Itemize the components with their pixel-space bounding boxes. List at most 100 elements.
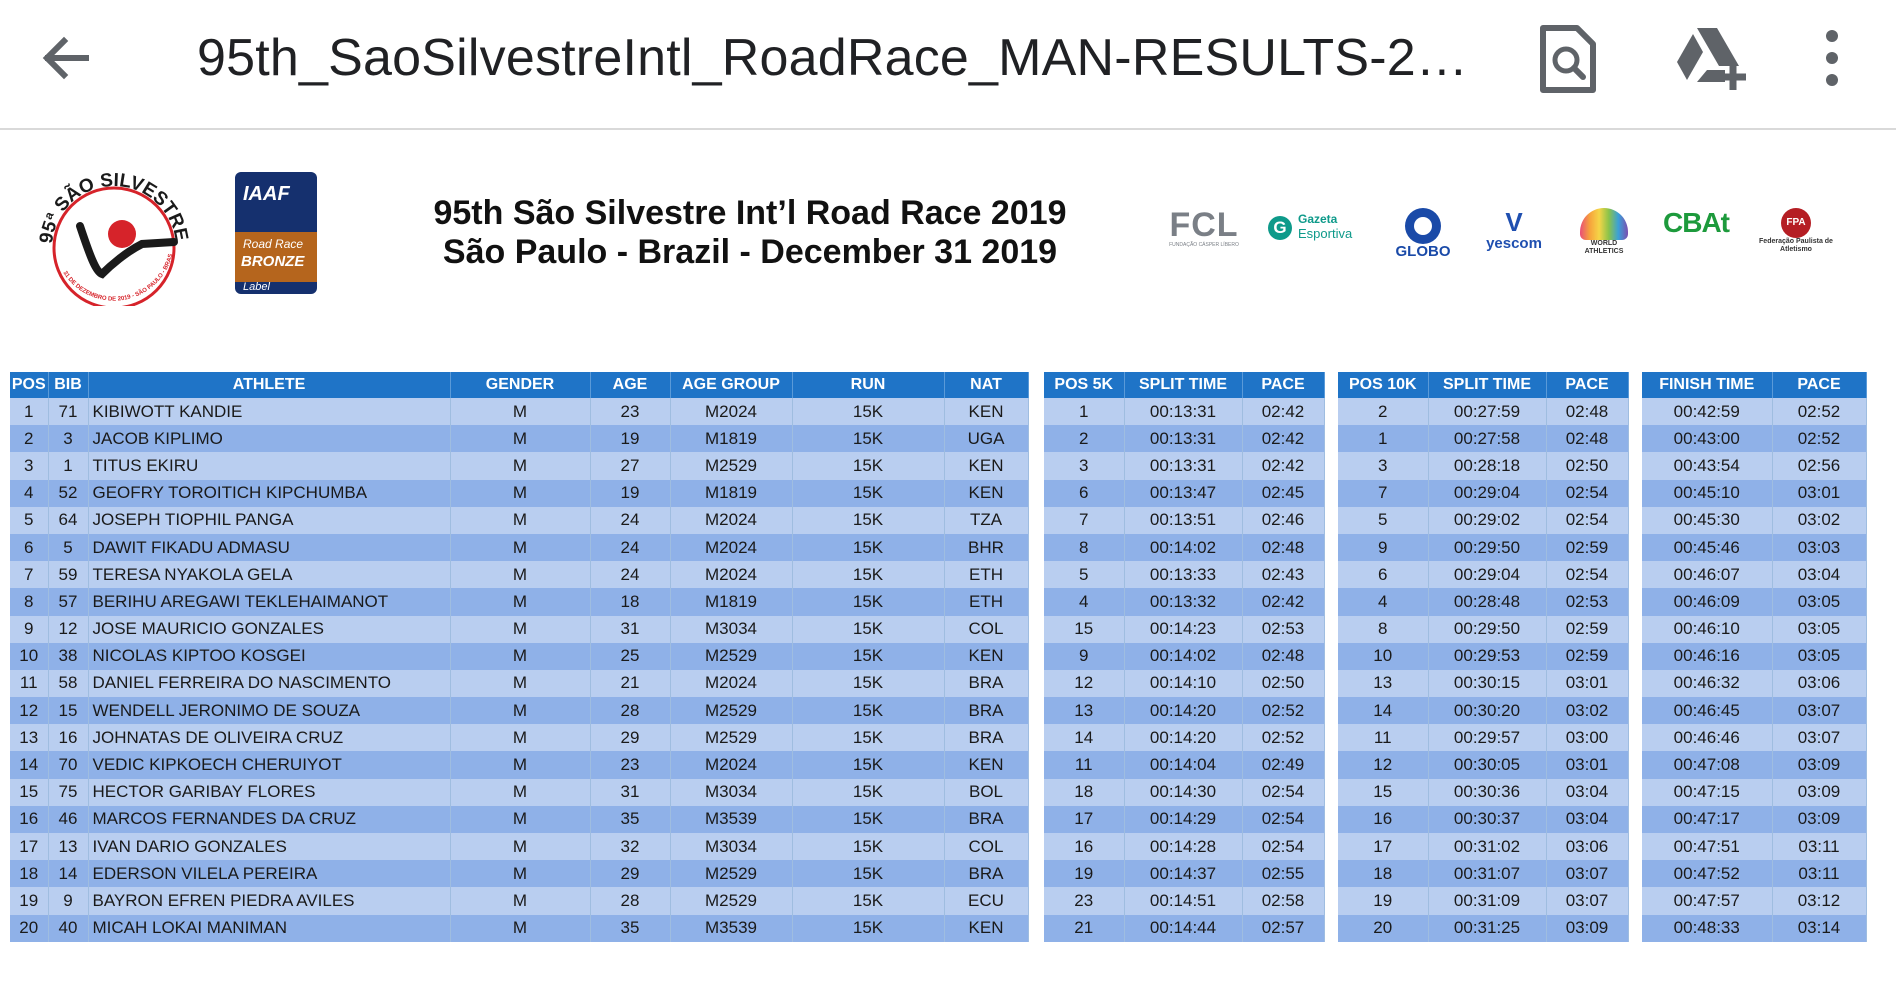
- results-table-main: POS BIB ATHLETE GENDER AGE AGE GROUP RUN…: [10, 372, 1029, 942]
- cell-split-time-10k: 00:29:04: [1428, 479, 1547, 507]
- cell-split-time-10k: 00:29:04: [1428, 561, 1547, 589]
- cell-finish-pace: 02:56: [1772, 452, 1867, 480]
- cell-pos-5k: 14: [1044, 724, 1125, 752]
- table-row: 00:43:00 02:52: [1642, 425, 1867, 453]
- cell-bib: 64: [48, 506, 89, 534]
- cell-age: 18: [590, 588, 671, 616]
- table-row: 9 00:29:50 02:59: [1338, 533, 1629, 562]
- table-row: 00:46:32 03:06: [1642, 669, 1867, 698]
- cell-finish-pace: 03:07: [1772, 697, 1867, 725]
- cell-run: 15K: [792, 479, 945, 507]
- cell-finish-pace: 02:52: [1772, 425, 1867, 453]
- cell-age-group: M3034: [670, 615, 793, 643]
- table-row: 00:46:10 03:05: [1642, 615, 1867, 643]
- cell-pace-10k: 02:54: [1546, 561, 1629, 589]
- cell-age-group: M2024: [670, 533, 793, 562]
- cell-pos-5k: 5: [1044, 561, 1125, 589]
- cell-nat: KEN: [944, 398, 1029, 426]
- cell-finish-time: 00:46:16: [1642, 642, 1773, 670]
- app-bar: 95th_SaoSilvestreIntl_RoadRace_MAN-RESUL…: [0, 0, 1896, 130]
- cell-pos: 2: [10, 425, 49, 453]
- cell-pos-10k: 6: [1338, 561, 1429, 589]
- cell-split-time-5k: 00:13:33: [1124, 561, 1243, 589]
- cell-finish-time: 00:46:07: [1642, 561, 1773, 589]
- table-row: 4 52 GEOFRY TOROITICH KIPCHUMBA M 19 M1819 15K…: [10, 479, 1029, 507]
- cell-finish-time: 00:47:17: [1642, 805, 1773, 833]
- table-row: 13 00:30:15 03:01: [1338, 669, 1629, 698]
- cell-run: 15K: [792, 533, 945, 562]
- cell-nat: UGA: [944, 425, 1029, 453]
- cell-age-group: M2529: [670, 697, 793, 725]
- cell-pos-5k: 2: [1044, 425, 1125, 453]
- cell-finish-pace: 03:05: [1772, 615, 1867, 643]
- cell-pos-10k: 3: [1338, 452, 1429, 480]
- cell-pace-5k: 02:42: [1242, 452, 1325, 480]
- cell-gender: M: [450, 887, 591, 915]
- cell-age-group: M2529: [670, 860, 793, 888]
- cell-age: 28: [590, 697, 671, 725]
- cell-age: 21: [590, 669, 671, 698]
- add-to-drive-button[interactable]: [1673, 24, 1753, 92]
- race-title-line1: 95th São Silvestre Int’l Road Race 2019: [433, 194, 1067, 232]
- cell-run: 15K: [792, 914, 945, 942]
- cell-split-time-5k: 00:14:10: [1124, 669, 1243, 698]
- cell-run: 15K: [792, 398, 945, 426]
- cell-finish-pace: 03:06: [1772, 669, 1867, 698]
- cell-age: 31: [590, 778, 671, 806]
- cell-pos: 19: [10, 887, 49, 915]
- table-row: 7 00:13:51 02:46: [1044, 506, 1325, 534]
- cell-finish-time: 00:45:30: [1642, 506, 1773, 534]
- cell-split-time-10k: 00:31:25: [1428, 914, 1547, 942]
- cell-split-time-5k: 00:14:44: [1124, 914, 1243, 942]
- cell-nat: COL: [944, 615, 1029, 643]
- cell-gender: M: [450, 479, 591, 507]
- table-row: 00:46:16 03:05: [1642, 642, 1867, 670]
- find-in-document-button[interactable]: [1535, 22, 1601, 96]
- table-row: 16 46 MARCOS FERNANDES DA CRUZ M 35 M3539 15K B…: [10, 805, 1029, 833]
- cell-pos-10k: 11: [1338, 724, 1429, 752]
- table-row: 17 13 IVAN DARIO GONZALES M 32 M3034 15K COL: [10, 833, 1029, 861]
- table-row: 00:45:46 03:03: [1642, 533, 1867, 562]
- cell-bib: 70: [48, 751, 89, 779]
- cell-pos: 13: [10, 724, 49, 752]
- back-button[interactable]: [34, 26, 98, 90]
- cell-pace-5k: 02:53: [1242, 615, 1325, 643]
- table-row: 00:46:46 03:07: [1642, 724, 1867, 752]
- cell-pos: 12: [10, 697, 49, 725]
- table-row: 00:46:09 03:05: [1642, 588, 1867, 616]
- table-row: 6 5 DAWIT FIKADU ADMASU M 24 M2024 15K BHR: [10, 533, 1029, 562]
- cell-pace-10k: 03:00: [1546, 724, 1629, 752]
- cell-split-time-10k: 00:27:59: [1428, 398, 1547, 426]
- cell-split-time-10k: 00:29:50: [1428, 533, 1547, 562]
- cell-pos-10k: 9: [1338, 533, 1429, 562]
- table-row: 15 00:14:23 02:53: [1044, 615, 1325, 643]
- cell-split-time-5k: 00:14:28: [1124, 833, 1243, 861]
- cell-pace-5k: 02:46: [1242, 506, 1325, 534]
- svg-text:BRONZE: BRONZE: [241, 253, 305, 270]
- cell-pos-10k: 5: [1338, 506, 1429, 534]
- cell-run: 15K: [792, 561, 945, 589]
- cell-pos: 11: [10, 669, 49, 698]
- cell-pace-5k: 02:43: [1242, 561, 1325, 589]
- more-options-button[interactable]: [1814, 26, 1850, 90]
- cell-nat: KEN: [944, 452, 1029, 480]
- col-pos-10k: POS 10K: [1338, 372, 1429, 398]
- cell-pace-5k: 02:48: [1242, 533, 1325, 562]
- table-row: 3 1 TITUS EKIRU M 27 M2529 15K KEN: [10, 452, 1029, 480]
- table-row: 20 40 MICAH LOKAI MANIMAN M 35 M3539 15K KEN: [10, 914, 1029, 942]
- cell-pace-10k: 03:02: [1546, 697, 1629, 725]
- cell-athlete: TITUS EKIRU: [88, 452, 451, 480]
- iaaf-bronze-label-logo: IAAF Road Race BRONZE Label: [233, 170, 325, 298]
- cell-finish-pace: 03:01: [1772, 479, 1867, 507]
- cell-pace-10k: 03:01: [1546, 669, 1629, 698]
- table-row: 13 16 JOHNATAS DE OLIVEIRA CRUZ M 29 M2529 15K…: [10, 724, 1029, 752]
- cell-run: 15K: [792, 697, 945, 725]
- cell-age-group: M3034: [670, 778, 793, 806]
- cell-pos-5k: 11: [1044, 751, 1125, 779]
- cell-athlete: IVAN DARIO GONZALES: [88, 833, 451, 861]
- cell-pos: 7: [10, 561, 49, 589]
- cell-split-time-5k: 00:13:32: [1124, 588, 1243, 616]
- table-row: 3 00:28:18 02:50: [1338, 452, 1629, 480]
- cell-age-group: M3539: [670, 914, 793, 942]
- table-row: 16 00:14:28 02:54: [1044, 833, 1325, 861]
